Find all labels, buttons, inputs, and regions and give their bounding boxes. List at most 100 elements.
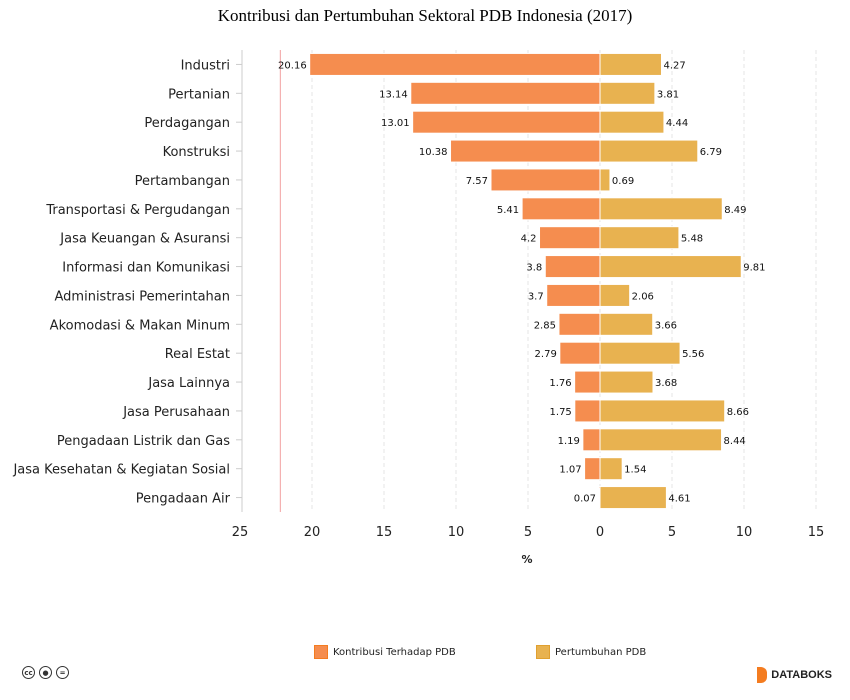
data-label-pertumbuhan: 5.56 <box>682 349 704 360</box>
category-label: Jasa Keuangan & Asuransi <box>59 232 230 247</box>
legend-label: Pertumbuhan PDB <box>555 646 647 658</box>
x-tick-label: 15 <box>808 525 825 540</box>
bar-kontribusi <box>559 341 601 365</box>
category-label: Industri <box>181 58 230 73</box>
bar-pertumbuhan <box>599 168 611 192</box>
databoks-logo: DATABOKS <box>757 667 832 683</box>
data-label-pertumbuhan: 0.69 <box>612 176 634 187</box>
data-label-kontribusi: 20.16 <box>278 60 307 71</box>
data-label-pertumbuhan: 9.81 <box>743 263 765 274</box>
bar-pertumbuhan <box>599 226 680 250</box>
x-tick-label: 15 <box>376 525 393 540</box>
bar-kontribusi <box>582 428 601 452</box>
bar-kontribusi <box>574 370 601 394</box>
x-tick-label: 5 <box>668 525 676 540</box>
bar-pertumbuhan <box>599 283 631 307</box>
bar-kontribusi <box>490 168 601 192</box>
data-label-pertumbuhan: 8.66 <box>727 407 749 418</box>
data-label-pertumbuhan: 3.68 <box>655 378 677 389</box>
data-label-pertumbuhan: 3.66 <box>655 320 677 331</box>
data-label-kontribusi: 1.19 <box>558 436 580 447</box>
bar-pertumbuhan <box>599 139 699 163</box>
bar-kontribusi <box>539 226 601 250</box>
category-label: Administrasi Pemerintahan <box>55 289 230 304</box>
bar-pertumbuhan <box>599 341 681 365</box>
bar-pertumbuhan <box>599 457 623 481</box>
data-label-pertumbuhan: 4.61 <box>668 494 690 505</box>
bar-pertumbuhan <box>599 428 723 452</box>
bar-kontribusi <box>521 197 601 221</box>
data-label-pertumbuhan: 4.44 <box>666 118 688 129</box>
category-label: Jasa Perusahaan <box>122 405 230 420</box>
bar-kontribusi <box>584 457 601 481</box>
no-derivatives-icon: = <box>56 666 69 679</box>
data-label-kontribusi: 3.7 <box>528 291 544 302</box>
bar-kontribusi <box>410 81 601 105</box>
bar-pertumbuhan <box>599 399 726 423</box>
bar-pertumbuhan <box>599 81 656 105</box>
data-label-kontribusi: 1.76 <box>549 378 571 389</box>
data-label-kontribusi: 4.2 <box>521 234 537 245</box>
category-label: Pengadaan Air <box>136 492 231 507</box>
data-label-kontribusi: 2.85 <box>534 320 556 331</box>
legend-label: Kontribusi Terhadap PDB <box>333 646 456 658</box>
bar-pertumbuhan <box>599 486 667 510</box>
data-label-pertumbuhan: 6.79 <box>700 147 722 158</box>
bar-kontribusi <box>309 52 601 76</box>
bar-kontribusi <box>450 139 601 163</box>
bar-kontribusi <box>412 110 601 134</box>
chart-plot: 25 20 15 10 5 0 5 10 15% Industri 20.16 4.27 Pertani… <box>12 50 825 566</box>
cc-icon: cc <box>22 666 35 679</box>
legend-item-pertumbuhan[interactable]: Pertumbuhan PDB <box>536 645 646 659</box>
category-label: Akomodasi & Makan Minum <box>50 318 230 333</box>
data-label-kontribusi: 3.8 <box>526 263 542 274</box>
bar-kontribusi <box>546 283 601 307</box>
license-icons: cc ● = <box>22 666 69 679</box>
chart-title: Kontribusi dan Pertumbuhan Sektoral PDB … <box>217 6 633 25</box>
category-label: Jasa Kesehatan & Kegiatan Sosial <box>12 463 230 478</box>
bar-kontribusi <box>558 312 601 336</box>
data-label-kontribusi: 1.75 <box>550 407 572 418</box>
data-label-kontribusi: 13.01 <box>381 118 410 129</box>
x-tick-label: 0 <box>596 525 604 540</box>
data-label-kontribusi: 7.57 <box>466 176 488 187</box>
bar-kontribusi <box>544 255 601 279</box>
category-label: Pertambangan <box>135 174 230 189</box>
category-label: Real Estat <box>165 347 230 362</box>
data-label-kontribusi: 1.07 <box>559 465 581 476</box>
x-tick-label: 10 <box>448 525 465 540</box>
data-label-pertumbuhan: 8.44 <box>724 436 746 447</box>
data-label-pertumbuhan: 3.81 <box>657 89 679 100</box>
x-tick-label: 10 <box>736 525 753 540</box>
data-label-kontribusi: 5.41 <box>497 205 519 216</box>
data-label-kontribusi: 13.14 <box>379 89 408 100</box>
bar-pertumbuhan <box>599 255 742 279</box>
category-label: Jasa Lainnya <box>147 376 230 391</box>
x-axis-label: % <box>521 553 532 566</box>
x-tick-label: 20 <box>304 525 321 540</box>
bar-pertumbuhan <box>599 110 665 134</box>
legend-swatch <box>536 645 550 659</box>
category-label: Perdagangan <box>144 116 230 131</box>
data-label-pertumbuhan: 2.06 <box>632 291 654 302</box>
bar-pertumbuhan <box>599 197 723 221</box>
x-tick-label: 25 <box>232 525 249 540</box>
legend-item-kontribusi[interactable]: Kontribusi Terhadap PDB <box>314 645 456 659</box>
category-label: Transportasi & Pergudangan <box>45 203 230 218</box>
data-label-pertumbuhan: 4.27 <box>663 60 685 71</box>
legend-swatch <box>314 645 328 659</box>
bar-pertumbuhan <box>599 312 654 336</box>
x-tick-label: 5 <box>524 525 532 540</box>
bar-pertumbuhan <box>599 52 662 76</box>
category-label: Pertanian <box>168 87 230 102</box>
data-label-kontribusi: 0.07 <box>574 494 596 505</box>
bar-kontribusi <box>574 399 601 423</box>
data-label-kontribusi: 2.79 <box>535 349 557 360</box>
databoks-logo-icon <box>757 667 768 683</box>
bar-pertumbuhan <box>599 370 654 394</box>
data-label-pertumbuhan: 5.48 <box>681 234 703 245</box>
category-label: Informasi dan Komunikasi <box>62 261 230 276</box>
category-label: Konstruksi <box>163 145 230 160</box>
category-label: Pengadaan Listrik dan Gas <box>57 434 230 449</box>
